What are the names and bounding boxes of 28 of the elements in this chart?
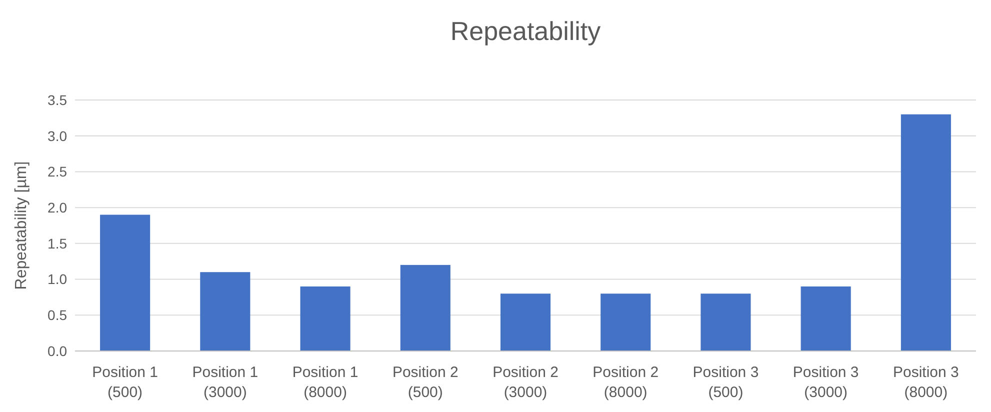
x-tick-label: Position 2 (3000) [492,364,558,401]
chart-title: Repeatability [450,16,601,46]
x-tick-label: Position 1 (3000) [192,364,258,401]
x-tick-label: Position 2 (500) [392,364,458,401]
y-tick-label: 1.5 [48,235,68,252]
y-tick-label: 3.5 [48,92,68,108]
y-axis-title: Repeatability [µm] [13,161,30,290]
x-tick-label: Position 3 (3000) [792,364,859,401]
x-tick-label: Position 3 (8000) [893,364,959,401]
x-tick-label: Position 1 (500) [92,364,158,401]
y-tick-label: 1.0 [48,271,68,288]
bar [600,294,651,351]
x-tick-label: Position 1 (8000) [292,364,358,401]
y-tick-label: 0.0 [48,342,68,359]
bar [800,286,851,351]
y-tick-label: 0.5 [48,307,68,324]
bar [400,264,450,351]
bar [100,214,150,351]
y-tick-label: 2.5 [48,164,68,180]
x-tick-label: Position 2 (8000) [592,364,659,401]
x-tick-label: Position 3 (500) [692,364,759,401]
bar [300,286,350,351]
bar [700,294,751,351]
bar [500,294,551,351]
bar [200,272,250,351]
y-tick-label: 2.0 [48,199,68,216]
bar [900,114,951,351]
y-tick-label: 3.0 [48,128,68,144]
